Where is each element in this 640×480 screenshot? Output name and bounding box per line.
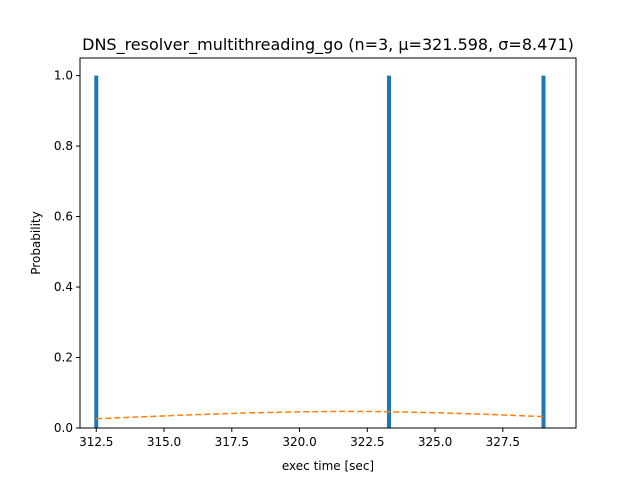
y-tick-label: 0.2 [54, 351, 73, 365]
y-tick-label: 0.6 [54, 210, 73, 224]
fit-curve-layer [96, 410, 544, 420]
histogram-bar [94, 75, 99, 428]
y-tick-label: 0.8 [54, 139, 73, 153]
y-tick-label: 1.0 [54, 69, 73, 83]
histogram-bar [541, 75, 546, 428]
x-tick-label: 317.5 [215, 435, 249, 449]
y-axis-ticks: 0.0 0.2 0.4 0.6 0.8 1.0 [54, 69, 80, 435]
x-tick-label: 322.5 [350, 435, 384, 449]
x-tick-label: 327.5 [486, 435, 520, 449]
x-tick-label: 315.0 [147, 435, 181, 449]
x-tick-label: 320.0 [282, 435, 316, 449]
normal-fit-curve [96, 410, 544, 420]
y-axis-label: Probability [29, 211, 43, 274]
x-tick-label: 325.0 [418, 435, 452, 449]
x-tick-label: 312.5 [79, 435, 113, 449]
x-axis-label: exec time [sec] [282, 459, 374, 473]
histogram-bar [386, 75, 391, 428]
y-tick-label: 0.0 [54, 421, 73, 435]
chart-title: DNS_resolver_multithreading_go (n=3, μ=3… [82, 35, 574, 55]
x-axis-ticks: 312.5 315.0 317.5 320.0 322.5 325.0 327.5 [79, 428, 520, 449]
plot-frame [79, 57, 577, 429]
y-tick-label: 0.4 [54, 280, 73, 294]
bars-layer [94, 75, 546, 428]
